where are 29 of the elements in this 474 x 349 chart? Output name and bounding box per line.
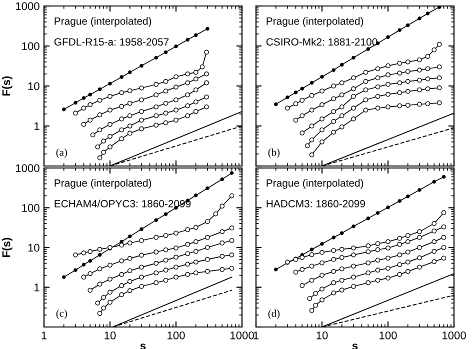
x-tick-label: 1 <box>254 332 259 340</box>
x-tick-label: 1000 <box>442 331 466 340</box>
y-tick-label: 10 <box>28 82 40 90</box>
y-tick-label: 1 <box>34 284 40 292</box>
y-tick-label: 1000 <box>16 2 40 10</box>
x-tick-label: 100 <box>168 331 185 340</box>
x-tick-label: 1 <box>42 332 47 340</box>
y-axis-title: F(s) <box>2 238 12 257</box>
x-tick-label: 1000 <box>230 331 254 340</box>
annotation: GFDL-R15-a: 1958-2057 <box>54 38 169 46</box>
annotation: Prague (interpolated) <box>266 179 364 189</box>
y-tick-label: 100 <box>22 42 40 50</box>
y-tick-label: 10 <box>28 244 40 252</box>
annotation: (c) <box>56 310 67 320</box>
annotation: (a) <box>56 148 67 158</box>
annotation: HADCM3: 1860-2099 <box>266 200 365 208</box>
y-tick-label: 1 <box>34 122 40 130</box>
annotation: (d) <box>268 310 280 320</box>
annotation: CSIRO-Mk2: 1881-2100 <box>266 38 378 46</box>
x-tick-label: 10 <box>104 331 116 340</box>
y-tick-label: 1000 <box>16 164 40 172</box>
y-tick-label: 100 <box>22 204 40 212</box>
annotation: Prague (interpolated) <box>54 17 152 27</box>
annotation: Prague (interpolated) <box>266 17 364 27</box>
y-axis-title: F(s) <box>2 76 12 96</box>
x-tick-label: 10 <box>316 331 328 340</box>
annotation: Prague (interpolated) <box>54 179 152 189</box>
x-tick-label: 100 <box>380 331 397 340</box>
annotation: (b) <box>268 148 280 158</box>
